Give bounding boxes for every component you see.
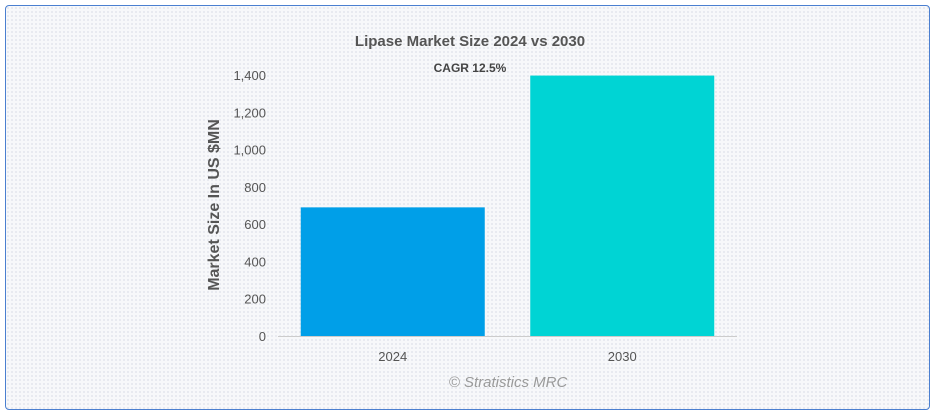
y-tick-label: 400: [244, 254, 266, 269]
bars-group: [300, 75, 715, 336]
bar-2024[interactable]: [300, 207, 485, 336]
y-tick-label: 600: [244, 217, 266, 232]
chart-subtitle: CAGR 12.5%: [434, 61, 507, 75]
bar-2030[interactable]: [530, 75, 715, 336]
y-tick-label: 800: [244, 180, 266, 195]
x-axis-ticks: 2024 2030: [378, 349, 636, 364]
credit-text: © Stratistics MRC: [449, 374, 568, 391]
y-axis-ticks: 0 200 400 600 800 1,000 1,200 1,400: [233, 68, 266, 344]
y-tick-label: 0: [259, 329, 266, 344]
y-tick-label: 1,400: [233, 68, 266, 83]
x-tick-label: 2024: [378, 349, 407, 364]
y-axis-label: Market Size In US $MN: [206, 119, 223, 291]
x-tick-label: 2030: [608, 349, 637, 364]
y-tick-label: 1,000: [233, 143, 266, 158]
chart-title: Lipase Market Size 2024 vs 2030: [355, 33, 585, 50]
y-tick-label: 1,200: [233, 105, 266, 120]
y-tick-label: 200: [244, 292, 266, 307]
